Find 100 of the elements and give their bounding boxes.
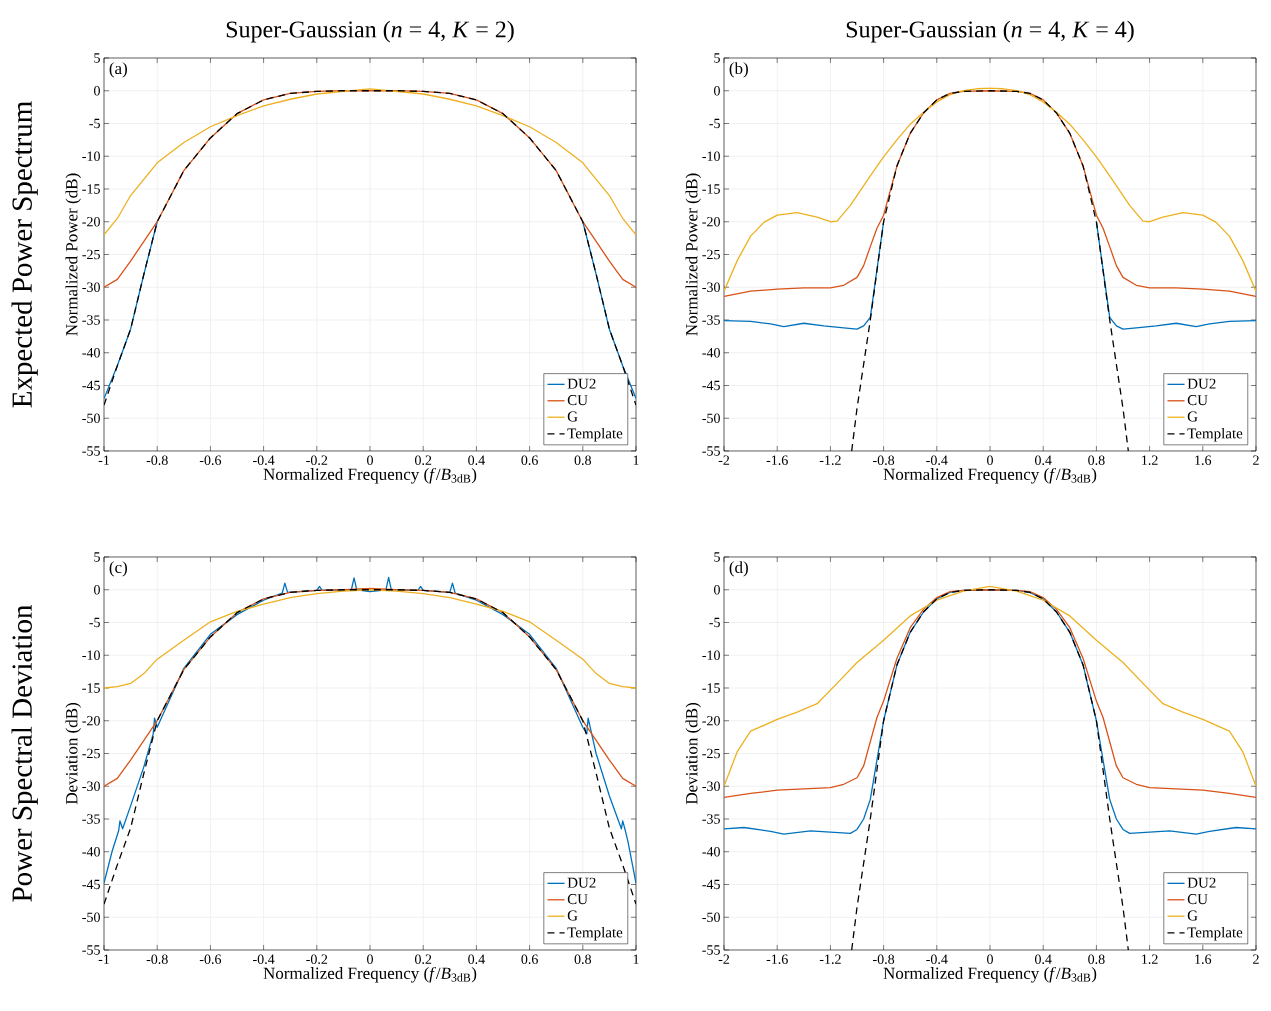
x-tick-label: 0 bbox=[987, 455, 993, 465]
x-tick-label: -1 bbox=[98, 954, 109, 964]
y-tick-label: -50 bbox=[82, 413, 100, 423]
x-tick-label: -0.8 bbox=[873, 455, 895, 466]
legend-label: Template bbox=[1187, 926, 1243, 941]
y-tick-label: -40 bbox=[702, 348, 720, 358]
y-tick-label: -10 bbox=[702, 151, 720, 161]
x-tick-label: -0.2 bbox=[306, 455, 328, 466]
legend-label: G bbox=[1187, 910, 1198, 921]
x-tick-label: 0.2 bbox=[414, 954, 432, 965]
x-tick-label: -1 bbox=[98, 455, 109, 465]
legend-label: Template bbox=[567, 926, 623, 941]
text: Expected Power Spectrum bbox=[11, 101, 38, 408]
y-tick-label: -45 bbox=[82, 380, 100, 391]
y-tick-label: -20 bbox=[702, 716, 720, 726]
y-tick-label: -5 bbox=[89, 118, 100, 129]
x-tick-label: 0.4 bbox=[1034, 954, 1052, 965]
x-tick-label: 2 bbox=[1253, 455, 1259, 465]
y-tick-label: -15 bbox=[702, 184, 720, 194]
x-tick-label: 0 bbox=[987, 954, 993, 964]
y-tick-label: -45 bbox=[82, 879, 100, 890]
x-tick-label: 0.4 bbox=[468, 455, 485, 466]
x-tick-label: 0.4 bbox=[468, 954, 485, 965]
x-tick-label: 0.6 bbox=[521, 954, 538, 965]
x-tick-label: 1 bbox=[633, 455, 639, 465]
chart-title: Super-Gaussian (n = 4, K = 2) bbox=[226, 20, 514, 43]
x-axis-title: Normalized Frequency (f/B$_{3dB}$) bbox=[263, 966, 477, 983]
x-tick-label: -1.2 bbox=[819, 954, 841, 964]
x-tick-label: 0.8 bbox=[574, 455, 592, 466]
y-tick-label: -45 bbox=[702, 380, 720, 391]
y-tick-label: -25 bbox=[702, 249, 720, 260]
y-tick-label: -45 bbox=[702, 879, 720, 890]
legend-label: CU bbox=[1187, 395, 1208, 406]
x-tick-label: -0.4 bbox=[253, 954, 275, 965]
x-tick-label: -0.8 bbox=[146, 455, 168, 466]
y-tick-label: -25 bbox=[702, 748, 720, 759]
chart-title: Super-Gaussian (n = 4, K = 4) bbox=[846, 20, 1134, 43]
y-tick-label: 0 bbox=[714, 86, 720, 96]
x-tick-label: -0.4 bbox=[926, 954, 948, 965]
legend-label: DU2 bbox=[567, 877, 596, 888]
legend-label: DU2 bbox=[1187, 378, 1216, 389]
x-tick-label: 1.2 bbox=[1142, 954, 1158, 964]
x-tick-label: 0.6 bbox=[521, 455, 538, 466]
y-tick-label: -40 bbox=[702, 847, 720, 857]
legend-label: G bbox=[567, 411, 578, 422]
x-tick-label: 0.2 bbox=[414, 455, 432, 466]
x-axis-title: Normalized Frequency (f/B$_{3dB}$) bbox=[263, 467, 477, 484]
y-tick-label: -5 bbox=[89, 617, 100, 628]
y-tick-label: 0 bbox=[94, 86, 100, 96]
y-axis-title: Deviation (dB) bbox=[65, 703, 81, 805]
y-tick-label: -55 bbox=[702, 446, 720, 456]
y-tick-label: -35 bbox=[82, 814, 100, 824]
annotation: (c) bbox=[109, 561, 127, 577]
legend-label: CU bbox=[567, 894, 588, 905]
x-tick-label: 1 bbox=[633, 954, 639, 964]
y-axis-title: Normalized Power (dB) bbox=[65, 173, 81, 336]
y-tick-label: -35 bbox=[702, 814, 720, 824]
x-tick-label: -0.6 bbox=[199, 455, 222, 466]
legend-label: CU bbox=[567, 395, 588, 406]
y-tick-label: -10 bbox=[82, 650, 100, 660]
x-tick-label: -0.4 bbox=[253, 455, 275, 466]
x-tick-label: 0.4 bbox=[1034, 455, 1052, 466]
y-axis-title: Normalized Power (dB) bbox=[685, 173, 701, 336]
y-tick-label: -50 bbox=[702, 413, 720, 423]
legend-label: Template bbox=[1187, 427, 1243, 442]
y-tick-label: -30 bbox=[702, 781, 720, 791]
x-axis-title: Normalized Frequency (f/B$_{3dB}$) bbox=[883, 467, 1097, 484]
line-series bbox=[104, 589, 637, 689]
y-tick-label: -5 bbox=[709, 617, 720, 628]
legend-label: DU2 bbox=[567, 378, 596, 389]
y-tick-label: -25 bbox=[82, 748, 100, 759]
y-tick-label: -55 bbox=[702, 945, 720, 955]
y-tick-label: -50 bbox=[702, 912, 720, 922]
legend-label: DU2 bbox=[1187, 877, 1216, 888]
annotation: (a) bbox=[109, 62, 127, 78]
x-tick-label: 2 bbox=[1253, 954, 1259, 964]
x-tick-label: 1.6 bbox=[1195, 954, 1212, 964]
x-axis-title: Normalized Frequency (f/B$_{3dB}$) bbox=[883, 966, 1097, 983]
y-tick-label: 5 bbox=[94, 552, 100, 562]
x-tick-label: -0.8 bbox=[146, 954, 168, 965]
x-tick-label: 0 bbox=[367, 954, 373, 964]
legend-label: G bbox=[1187, 411, 1198, 422]
y-tick-label: -10 bbox=[82, 151, 100, 161]
annotation: (d) bbox=[729, 561, 748, 577]
y-tick-label: 0 bbox=[94, 585, 100, 595]
x-tick-label: -2 bbox=[718, 455, 730, 465]
x-tick-label: -0.6 bbox=[199, 954, 222, 965]
y-tick-label: -5 bbox=[709, 118, 720, 129]
y-tick-label: -40 bbox=[82, 847, 100, 857]
y-tick-label: -15 bbox=[82, 184, 100, 194]
y-tick-label: -40 bbox=[82, 348, 100, 358]
x-tick-label: -2 bbox=[718, 954, 730, 964]
x-tick-label: 0.8 bbox=[1088, 455, 1105, 466]
y-tick-label: -30 bbox=[82, 282, 100, 292]
y-tick-label: -10 bbox=[702, 650, 720, 660]
x-tick-label: 0.8 bbox=[1088, 954, 1105, 965]
x-tick-label: -0.2 bbox=[306, 954, 328, 965]
y-tick-label: -30 bbox=[82, 781, 100, 791]
y-tick-label: -50 bbox=[82, 912, 100, 922]
x-tick-label: -1.6 bbox=[766, 455, 788, 465]
